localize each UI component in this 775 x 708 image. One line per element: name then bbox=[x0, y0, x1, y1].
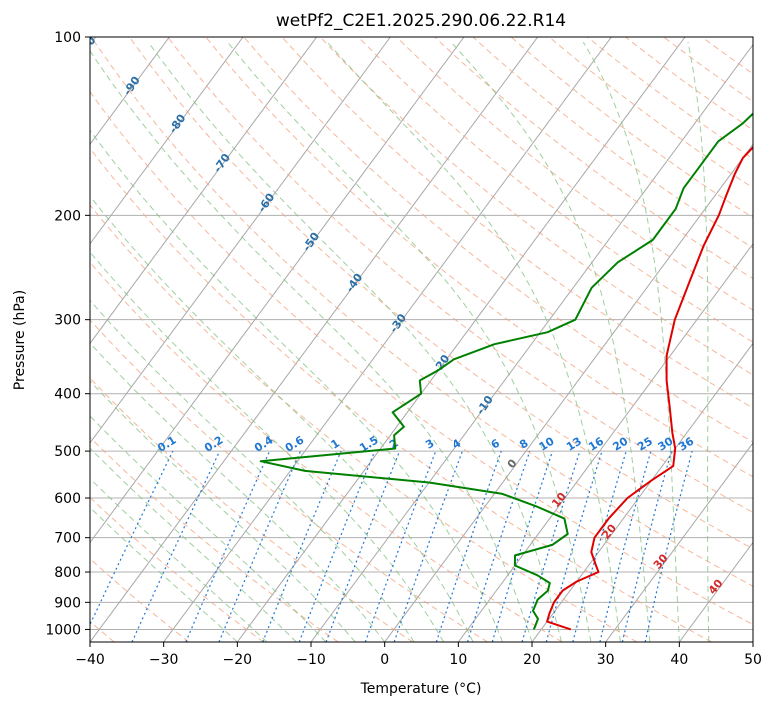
mixing-ratio-line bbox=[218, 450, 302, 642]
x-tick-label: 0 bbox=[380, 652, 389, 668]
y-tick-label: 700 bbox=[54, 531, 81, 547]
mixing-ratio-line bbox=[262, 450, 342, 642]
moist-adiabat-line bbox=[326, 41, 621, 642]
dry-adiabat-line bbox=[205, 37, 753, 478]
dry-adiabat-line bbox=[90, 204, 638, 642]
dry-adiabat-line bbox=[434, 37, 753, 280]
y-axis-label: Pressure (hPa) bbox=[12, 290, 28, 390]
dry-adiabat-line bbox=[129, 37, 753, 550]
x-tick-label: −10 bbox=[296, 652, 326, 668]
mixing-ratio-line bbox=[325, 450, 401, 642]
chart-title: wetPf2_C2E1.2025.290.06.22.R14 bbox=[276, 11, 566, 31]
moist-adiabat-line bbox=[90, 415, 327, 642]
x-tick-label: −20 bbox=[223, 652, 253, 668]
isotherm-line bbox=[90, 37, 465, 544]
moist-adiabat-line bbox=[147, 41, 562, 642]
x-tick-label: −40 bbox=[75, 652, 105, 668]
isotherm-line bbox=[605, 442, 753, 642]
y-tick-label: 900 bbox=[54, 595, 81, 611]
mixing-ratio-line bbox=[131, 450, 221, 642]
y-tick-label: 400 bbox=[54, 387, 81, 403]
y-tick-label: 500 bbox=[54, 444, 81, 460]
moist-adiabat-line bbox=[90, 447, 297, 642]
y-tick-label: 1000 bbox=[45, 622, 81, 638]
moist-adiabat-line bbox=[450, 41, 651, 642]
y-tick-label: 600 bbox=[54, 491, 81, 507]
y-axis: 1000 900 800 700 600 500 400 300 200 100 bbox=[45, 30, 90, 638]
mixing-ratio-line bbox=[185, 450, 271, 642]
dewpoint-profile-line bbox=[259, 112, 753, 630]
x-tick-label: 50 bbox=[744, 652, 762, 668]
mixing-ratio-line bbox=[393, 450, 463, 642]
isotherm-line bbox=[457, 242, 753, 642]
mixing-ratio-line bbox=[621, 450, 672, 642]
dry-adiabat-line bbox=[90, 319, 488, 642]
moist-adiabat-line bbox=[687, 42, 710, 642]
isotherm-line bbox=[310, 43, 753, 642]
x-tick-label: 30 bbox=[597, 652, 615, 668]
moist-adiabat-line bbox=[227, 41, 592, 642]
mixing-ratio-line bbox=[90, 450, 174, 626]
x-tick-label: 20 bbox=[523, 652, 541, 668]
moist-adiabat-line bbox=[90, 380, 356, 642]
dry-adiabat-line bbox=[358, 37, 753, 343]
moist-adiabat-line bbox=[90, 342, 386, 642]
temperature-profile-line bbox=[546, 145, 753, 631]
dry-adiabat-line bbox=[90, 496, 264, 642]
isotherm-line bbox=[90, 37, 391, 444]
moist-adiabat-line bbox=[582, 41, 680, 642]
isotherm-line bbox=[163, 37, 612, 642]
x-tick-label: 40 bbox=[670, 652, 688, 668]
mixing-ratio-line bbox=[572, 450, 627, 642]
mixing-ratio-line bbox=[545, 450, 603, 642]
mixing-ratio-line bbox=[435, 450, 502, 642]
mixing-ratio-line bbox=[644, 450, 693, 642]
isotherm-line bbox=[90, 37, 539, 642]
moist-adiabat-line bbox=[90, 129, 503, 642]
x-tick-label: 10 bbox=[449, 652, 467, 668]
y-tick-label: 300 bbox=[54, 313, 81, 329]
plot-frame bbox=[89, 36, 754, 643]
dry-adiabat-line bbox=[90, 377, 414, 642]
dry-adiabat-line bbox=[90, 90, 753, 626]
mixing-ratio-line bbox=[599, 450, 652, 642]
moist-adiabat-line bbox=[90, 299, 415, 642]
moist-adiabat-line bbox=[90, 477, 268, 642]
isotherm-line bbox=[90, 37, 318, 345]
isotherm-line bbox=[90, 37, 244, 245]
mixing-ratio-line bbox=[521, 450, 581, 642]
isotherm-line bbox=[384, 143, 753, 642]
x-tick-label: −30 bbox=[149, 652, 179, 668]
y-tick-label: 100 bbox=[54, 30, 81, 46]
y-tick-label: 800 bbox=[54, 565, 81, 581]
isotherm-line bbox=[90, 37, 170, 146]
dry-adiabat-line bbox=[90, 37, 753, 587]
isotherm-line bbox=[531, 342, 753, 642]
isotherm-line bbox=[236, 37, 686, 642]
dry-adiabat-line bbox=[243, 37, 753, 443]
mixing-ratio-line bbox=[298, 450, 376, 642]
x-axis: −40 −30 −20 −10 0 10 20 30 40 50 bbox=[75, 642, 762, 668]
x-axis-label: Temperature (°C) bbox=[360, 681, 482, 697]
y-tick-label: 200 bbox=[54, 208, 81, 224]
dry-adiabat-line bbox=[396, 37, 753, 311]
mixing-ratio-line bbox=[466, 450, 531, 642]
mixing-ratio-line bbox=[491, 450, 554, 642]
dry-adiabat-line bbox=[167, 37, 753, 514]
plot-area: 0.10.20.40.611.52346810131620253036-100-… bbox=[90, 37, 753, 642]
dry-adiabat-line bbox=[90, 147, 712, 642]
moist-adiabat-line bbox=[90, 49, 533, 642]
dry-adiabat-line bbox=[90, 261, 563, 642]
